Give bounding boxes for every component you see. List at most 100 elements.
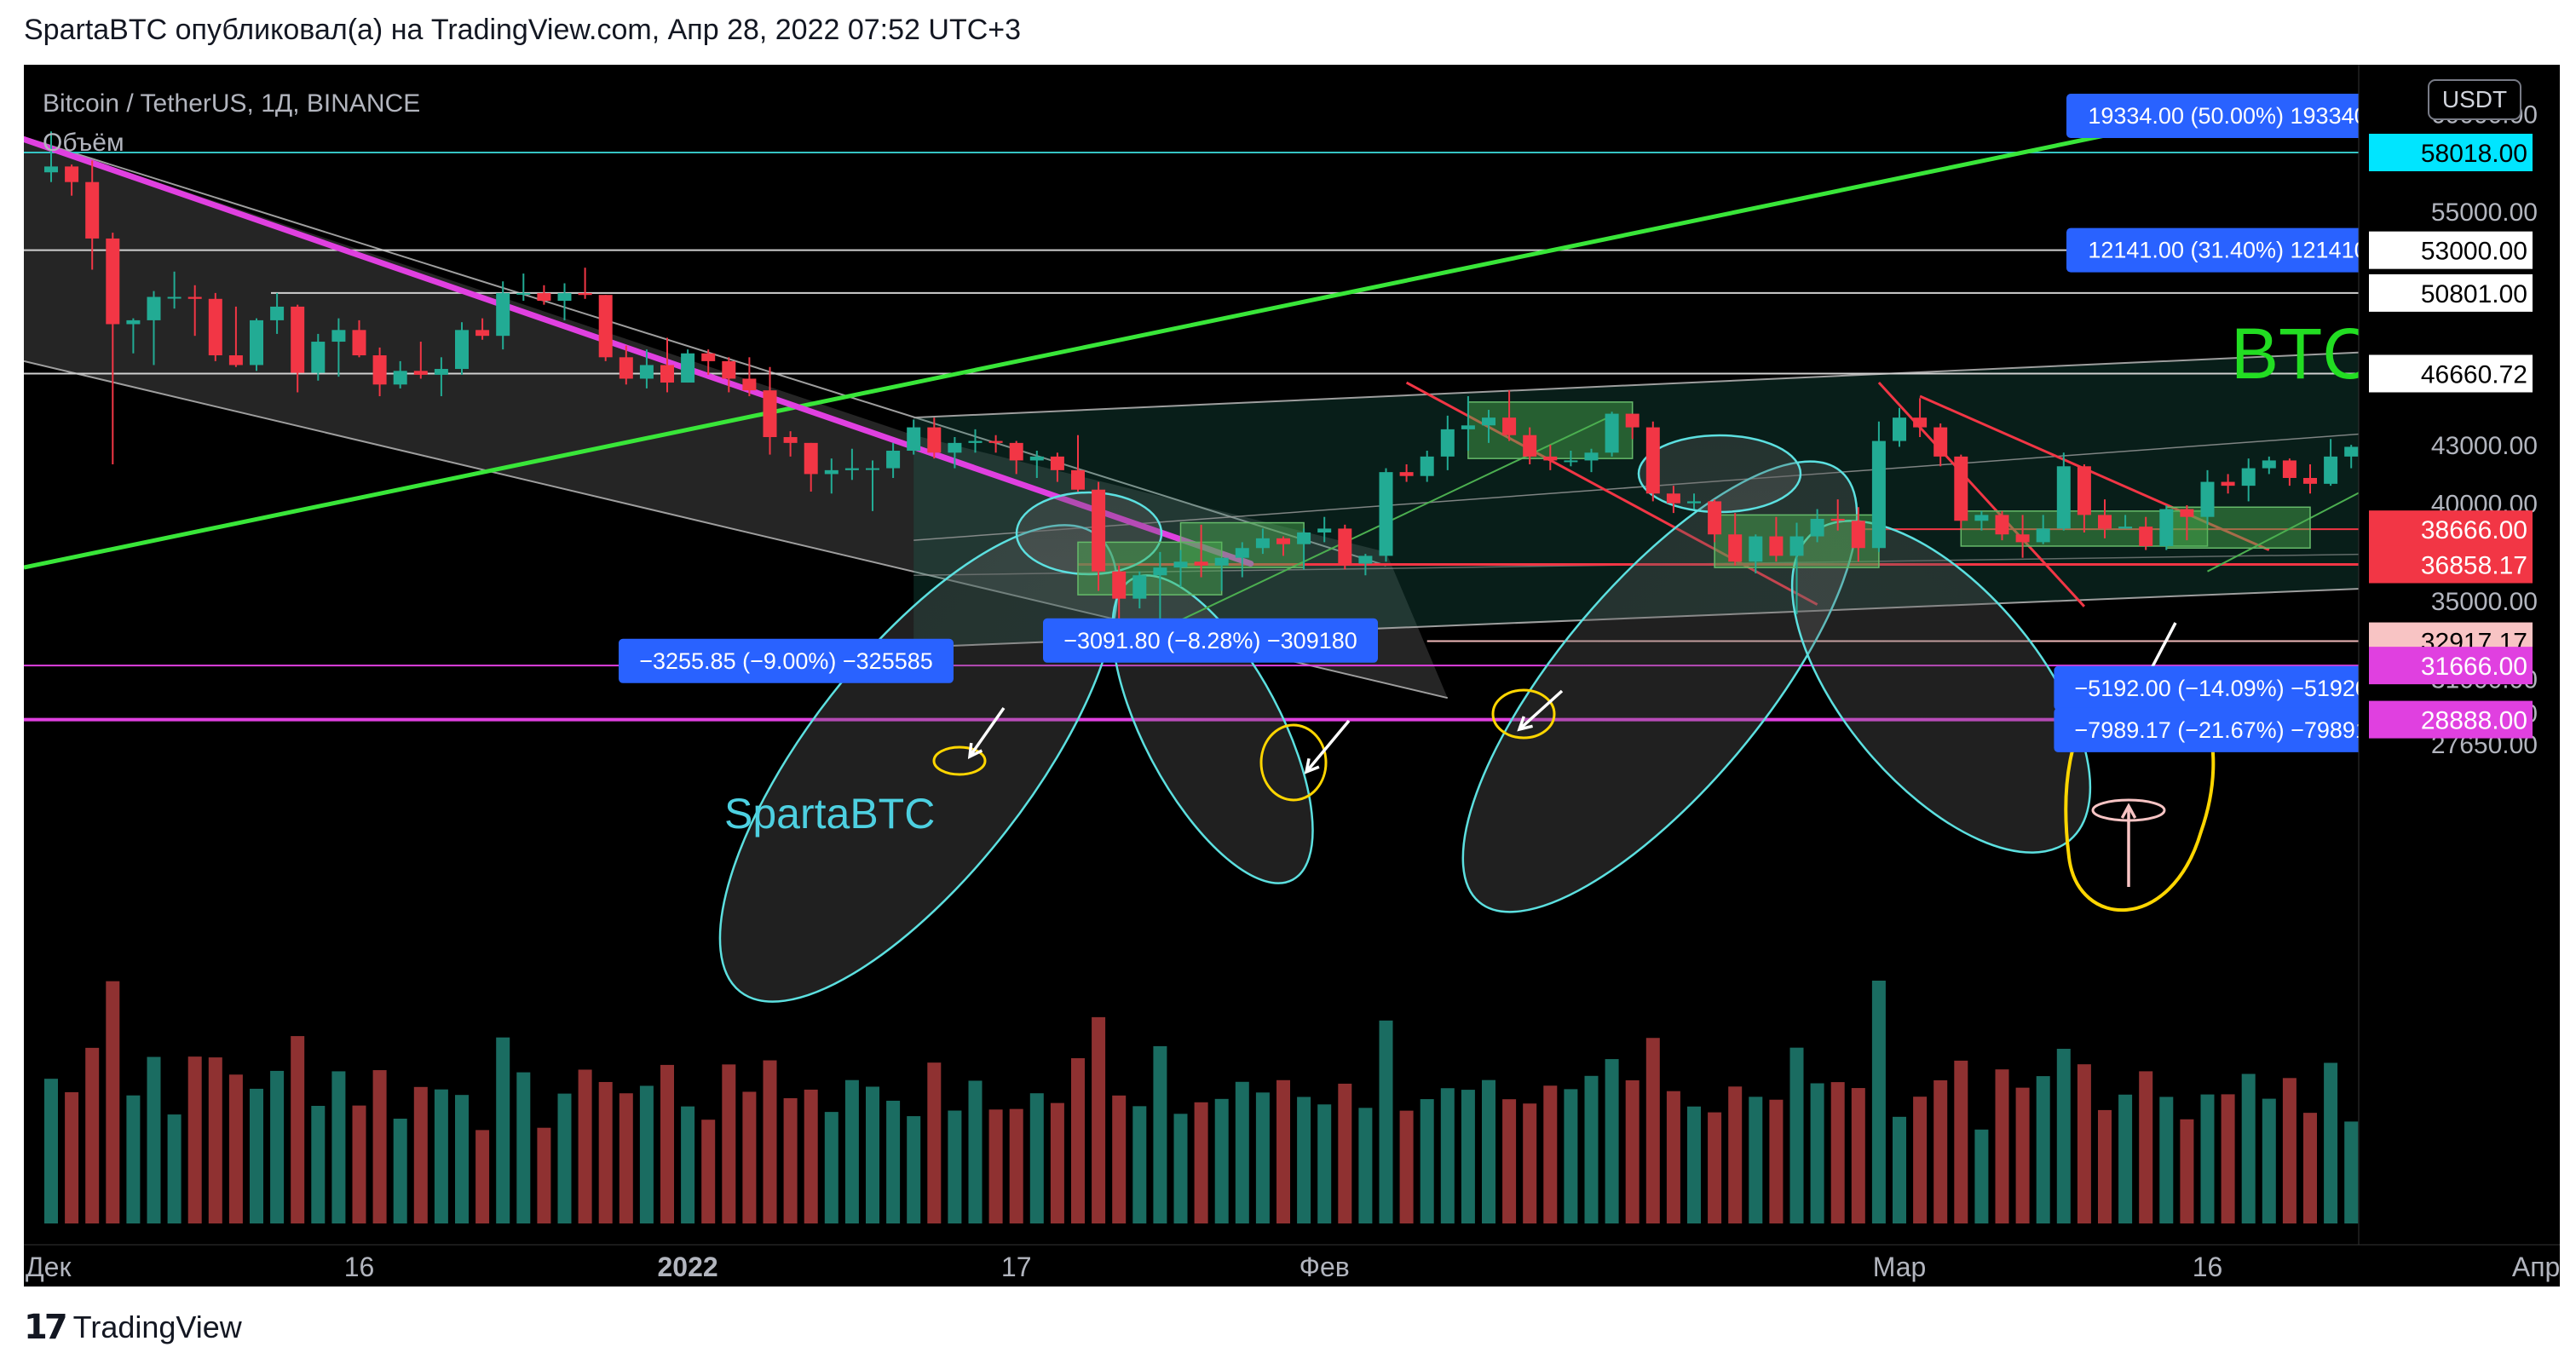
volume-bar (1728, 1086, 1743, 1223)
candle-body (1830, 518, 1845, 521)
volume-bar (1461, 1090, 1475, 1223)
candle-body (270, 306, 285, 320)
ellipse-top-mar (1637, 434, 1802, 514)
candle-body (65, 166, 79, 182)
candle-body (907, 427, 921, 452)
candle-body (1974, 515, 1989, 521)
volume-bar (187, 1056, 202, 1223)
volume-bar (1194, 1102, 1208, 1223)
measurement-label: −5192.00 (−14.09%) −519200 (2074, 676, 2381, 701)
candle-body (1214, 557, 1229, 566)
price-series (44, 131, 2560, 642)
volume-bar (1708, 1112, 1722, 1223)
tradingview-footer[interactable]: 17 TradingView (24, 1308, 242, 1347)
chart-panel[interactable]: Bitcoin / TetherUS, 1Д, BINANCE Объём Spar… (24, 65, 2560, 1287)
volume-bar (85, 1047, 100, 1223)
measurement-label: 12141.00 (31.40%) 1214100 (2088, 238, 2379, 263)
candle-body (2344, 446, 2359, 457)
volume-bar (1830, 1082, 1845, 1223)
volume-bar (270, 1070, 285, 1223)
volume-bar (988, 1109, 1003, 1223)
volume-bar (1420, 1099, 1434, 1223)
ascending-channel-mid (913, 418, 2560, 541)
candle-body (1358, 555, 1373, 564)
candle-body (537, 292, 551, 302)
candle-body (1605, 413, 1619, 453)
candle-body (844, 468, 859, 470)
volume-bar (331, 1071, 346, 1223)
volume-bar (1666, 1091, 1680, 1223)
candle-body (1749, 536, 1763, 562)
volume-bar (1379, 1020, 1393, 1223)
volume-bar (1297, 1097, 1311, 1223)
retest-circle (1259, 723, 1328, 802)
volume-bar (948, 1110, 962, 1223)
candle-body (1851, 521, 1865, 549)
candle-body (598, 295, 613, 358)
volume-bar (1009, 1108, 1023, 1223)
volume-bar (1954, 1060, 1968, 1223)
volume-bar (2098, 1109, 2112, 1223)
candle-body (311, 342, 326, 373)
volume-bar (927, 1062, 942, 1223)
measurement-box (2054, 707, 2401, 752)
measurement-box (619, 638, 954, 683)
time-tick-label: 2022 (658, 1252, 718, 1282)
candle-body (1440, 429, 1455, 457)
annotations: Bitcoin / TetherUS, 1Д, BINANCE Объём Spar… (43, 89, 2401, 912)
candle-body (722, 360, 736, 379)
volume-bar (1913, 1097, 1928, 1223)
volume-bar (1153, 1045, 1167, 1223)
volume-bar (1255, 1092, 1270, 1223)
price-level-box (2369, 510, 2533, 549)
volume-bar (516, 1072, 531, 1223)
volume-bar (106, 981, 120, 1223)
volume-bar (372, 1070, 387, 1223)
volume-bar (1974, 1129, 1989, 1223)
measurement-box (2054, 665, 2401, 711)
time-tick-label: Мар (1873, 1252, 1927, 1282)
candle-body (557, 292, 572, 302)
volume-bar (907, 1116, 921, 1223)
candle-body (783, 437, 798, 443)
time-tick-label: 16 (344, 1252, 375, 1282)
volume-bar (968, 1080, 983, 1223)
volume-bar (1871, 981, 1886, 1223)
retest-arrow-icon (1304, 757, 1320, 774)
candle-body (2200, 481, 2215, 517)
red-trendline (1877, 382, 2086, 607)
volume-bar (2241, 1074, 2256, 1223)
volume-bar (2159, 1097, 2174, 1223)
candle-body (701, 353, 716, 361)
measurement-label: −3255.85 (−9.00%) −325585 (639, 648, 933, 674)
candle-body (639, 365, 654, 379)
price-level-label: 53000.00 (2421, 238, 2527, 266)
candle-body (968, 440, 983, 443)
candle-body (1645, 427, 1660, 494)
price-level-box (2369, 133, 2533, 171)
price-tick-label: 55000.00 (2431, 199, 2538, 227)
currency-badge (2428, 79, 2521, 120)
volume-bar (1893, 1116, 1906, 1223)
price-level-box (2369, 545, 2533, 584)
volume-bar (1687, 1106, 1701, 1223)
volume-bar (311, 1105, 326, 1223)
candle-body (2139, 527, 2153, 546)
price-level-label: 50801.00 (2421, 280, 2527, 308)
volume-bar (2262, 1098, 2276, 1223)
volume-bar (2139, 1071, 2153, 1223)
candlestick-chart[interactable]: Bitcoin / TetherUS, 1Д, BINANCE Объём Spar… (24, 65, 2560, 1287)
volume-bar (619, 1093, 633, 1223)
price-level-box (2369, 273, 2533, 312)
candle-body (106, 238, 120, 325)
retest-arrow-icon (1305, 719, 1351, 774)
volume-bar (1543, 1085, 1558, 1223)
candle-body (1338, 528, 1352, 564)
candle-body (2303, 477, 2317, 484)
candle-body (2098, 515, 2112, 529)
candle-body (1871, 440, 1886, 549)
volume-bar (1358, 1108, 1373, 1223)
time-tick-label: 17 (1001, 1252, 1032, 1282)
volume-bar (44, 1079, 58, 1223)
volume-bar (1645, 1038, 1660, 1223)
